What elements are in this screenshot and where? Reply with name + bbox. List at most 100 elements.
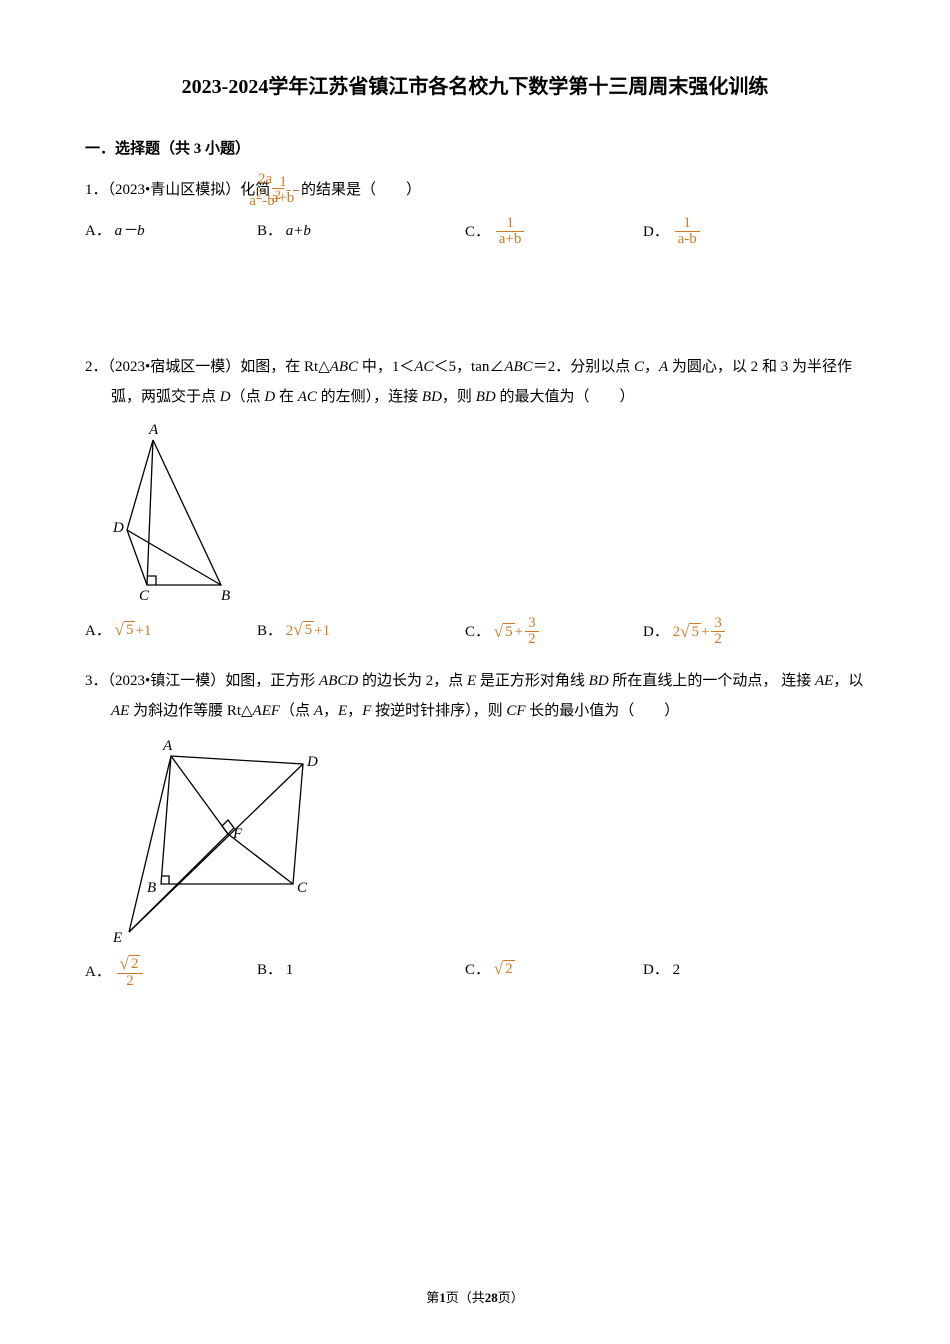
q3-it: E [338, 703, 347, 719]
label-C: C [139, 588, 150, 604]
q3-t: 所在直线上的一个动点， [609, 673, 778, 689]
question-2: 2．（2023•宿城区一模）如图，在 Rt△ABC 中，1＜AC＜5，tan∠A… [85, 352, 865, 656]
radicand: 2 [503, 960, 515, 978]
choice-label: C． [465, 217, 490, 247]
label-E: E [112, 930, 122, 946]
sqrt-icon: √5 [680, 623, 701, 641]
label-C: C [297, 880, 308, 896]
q2-it: BD [422, 389, 442, 405]
footer-mid: 页（共 [446, 1290, 485, 1305]
section-heading: 一．选择题（共 3 小题） [85, 137, 865, 158]
choice-label: A． [85, 216, 111, 246]
q3-t: ， [323, 703, 338, 719]
footer-suffix: 页） [498, 1290, 524, 1305]
q2-t: ＝2．分别以点 [533, 359, 634, 375]
radicand: 5 [124, 621, 136, 639]
q3-t: 按逆时针排序），则 [371, 703, 506, 719]
choice-frac: 32 [525, 616, 539, 649]
sqrt-icon: √2 [494, 960, 515, 978]
q3-choice-c: C． √2 [465, 955, 515, 985]
q3-choice-d: D． 2 [643, 955, 680, 985]
q3-t: 连接 [781, 673, 815, 689]
radicand: 5 [689, 623, 701, 641]
q1-frac2: 1a+b [293, 175, 299, 208]
q2-triangle-svg: A D C B [111, 420, 241, 610]
q3-it: CF [506, 703, 525, 719]
q1-frac2-den: a+b [293, 191, 299, 207]
choice-label: B． [257, 216, 282, 246]
q3-it: A [314, 703, 323, 719]
q2-t: 为圆心，以 2 [668, 359, 758, 375]
q1-choices: A． a－b B． a+b C． 1a+b D． 1a-b [85, 216, 865, 262]
choice-text: 2 [673, 955, 681, 985]
q2-it: D [220, 389, 231, 405]
footer-prefix: 第 [426, 1290, 439, 1305]
q1-stem-suffix: 的结果是（ ） [301, 182, 421, 198]
q2-t: 在 [275, 389, 298, 405]
q3-t: ，以 [833, 673, 863, 689]
label-A: A [148, 422, 159, 438]
choice-text: a－b [115, 216, 145, 246]
q2-t: 的左侧），连接 [317, 389, 422, 405]
q3-choice-b: B． 1 [257, 955, 293, 985]
label-B: B [221, 588, 230, 604]
q2-t: 中，1＜ [358, 359, 414, 375]
q1-source: （2023•青山区模拟） [108, 182, 241, 198]
q1-choice-b: B． a+b [257, 216, 311, 246]
sqrt-icon: √2 [120, 955, 141, 973]
frac-den: 2 [117, 974, 144, 990]
q2-t: （点 [231, 389, 265, 405]
coef: 2 [673, 617, 681, 647]
choice-label: B． [257, 955, 282, 985]
q2-it: C [634, 359, 644, 375]
q2-it: ABC [330, 359, 358, 375]
q2-t: ， [644, 359, 659, 375]
page-footer: 第1页（共28页） [0, 1287, 950, 1306]
q2-number: 2． [85, 359, 108, 375]
q2-t: ＜5，tan∠ [434, 359, 505, 375]
choice-label: A． [85, 616, 111, 646]
q2-it: A [659, 359, 668, 375]
choice-label: D． [643, 955, 669, 985]
q2-figure: A D C B [111, 420, 865, 610]
label-A: A [162, 738, 173, 754]
q2-it: AC [298, 389, 317, 405]
q2-choice-b: B． 2√5 +1 [257, 616, 330, 646]
q2-t: 的最大值为（ ） [496, 389, 635, 405]
plus: + [515, 617, 523, 647]
q2-choice-c: C． √5 +32 [465, 616, 541, 649]
q3-choices: A． √22 B． 1 C． √2 D． 2 [85, 955, 865, 999]
q3-source: （2023•镇江一模） [108, 673, 226, 689]
q1-choice-a: A． a－b [85, 216, 145, 246]
frac-den: 2 [525, 632, 539, 648]
frac-num: 1 [496, 216, 525, 233]
frac-den: a-b [675, 232, 700, 248]
q1-frac2-num: 1 [293, 175, 299, 192]
choice-label: D． [643, 617, 669, 647]
q3-t: 为斜边作等腰 Rt△ [129, 703, 252, 719]
q3-choice-a: A． √22 [85, 955, 145, 991]
radicand: 5 [303, 621, 315, 639]
choice-text: 1 [286, 955, 294, 985]
q3-figure: A D B C E F [111, 734, 865, 949]
sqrt-icon: √5 [115, 621, 136, 639]
q2-t: 如图，在 Rt△ [240, 359, 329, 375]
q3-t: 的边长为 2，点 [358, 673, 467, 689]
sqrt-icon: √5 [494, 623, 515, 641]
question-3: 3．（2023•镇江一模）如图，正方形 ABCD 的边长为 2，点 E 是正方形… [85, 666, 865, 999]
q2-choice-d: D． 2√5 +32 [643, 616, 727, 649]
q1-frac1-den-a: a [249, 193, 256, 209]
choice-frac: √22 [117, 955, 144, 991]
q2-choices: A． √5 +1 B． 2√5 +1 C． √5 +32 D． 2√5 +32 [85, 616, 865, 656]
q3-t: 是正方形对角线 [476, 673, 589, 689]
choice-frac: 1a+b [496, 216, 525, 249]
q3-t: （点 [280, 703, 314, 719]
q2-source: （2023•宿城区一模） [108, 359, 241, 375]
page-title: 2023-2024学年江苏省镇江市各名校九下数学第十三周周末强化训练 [85, 70, 865, 99]
radicand: 2 [129, 955, 141, 973]
q1-number: 1． [85, 182, 108, 198]
q1-choice-d: D． 1a-b [643, 216, 702, 249]
label-B: B [147, 880, 156, 896]
q3-it: AE [815, 673, 833, 689]
choice-tail: +1 [314, 616, 330, 646]
